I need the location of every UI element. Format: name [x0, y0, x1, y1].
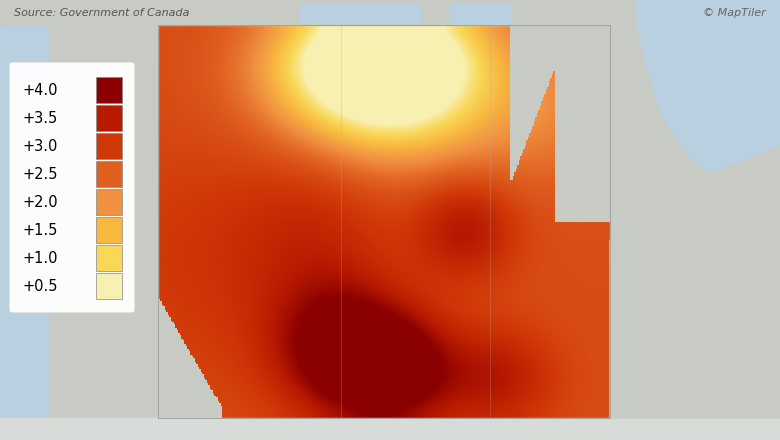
Bar	[0, 0, 50, 440]
Bar	[96, 217, 122, 243]
Bar	[300, 4, 420, 22]
Bar	[96, 161, 122, 187]
FancyBboxPatch shape	[9, 62, 135, 313]
Polygon shape	[635, 0, 780, 172]
Text: +0.5: +0.5	[22, 279, 58, 293]
Text: +3.5: +3.5	[22, 110, 57, 125]
Bar	[0, 0, 780, 25]
Bar	[450, 4, 510, 24]
Polygon shape	[635, 0, 780, 170]
Text: +1.5: +1.5	[22, 223, 58, 238]
Bar	[96, 133, 122, 159]
Bar	[96, 77, 122, 103]
Polygon shape	[610, 25, 780, 418]
Bar	[0, 418, 780, 440]
Polygon shape	[50, 0, 158, 418]
Bar	[96, 273, 122, 299]
Bar	[50, 0, 158, 440]
Bar	[0, 0, 780, 25]
Polygon shape	[610, 160, 780, 418]
Text: Source: Government of Canada: Source: Government of Canada	[14, 8, 190, 18]
Text: +4.0: +4.0	[22, 83, 58, 98]
Bar	[0, 418, 780, 440]
Text: © MapTiler: © MapTiler	[704, 8, 766, 18]
Bar	[96, 245, 122, 271]
Text: +3.0: +3.0	[22, 139, 58, 154]
Text: +2.5: +2.5	[22, 166, 58, 181]
Bar	[96, 189, 122, 215]
Text: +2.0: +2.0	[22, 194, 58, 209]
Bar	[96, 105, 122, 131]
Text: +1.0: +1.0	[22, 250, 58, 265]
